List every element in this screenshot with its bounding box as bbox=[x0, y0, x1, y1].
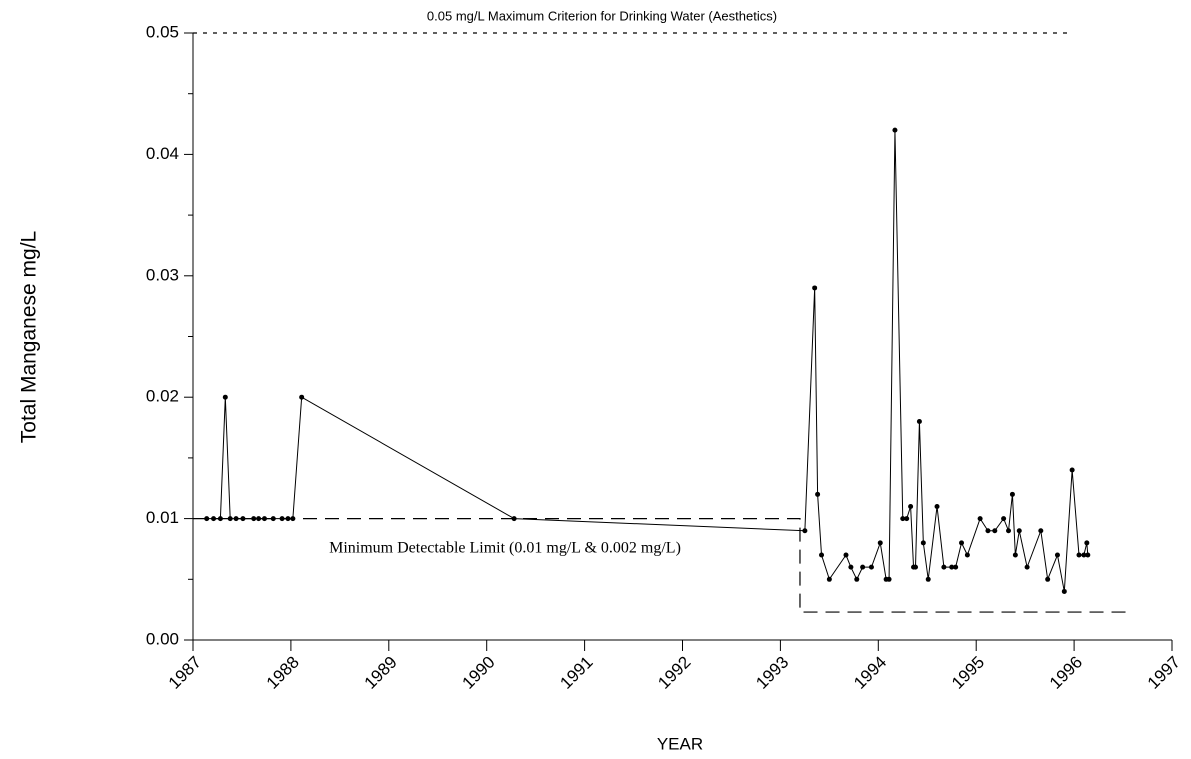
data-point bbox=[511, 516, 517, 522]
x-tick-label: 1994 bbox=[850, 653, 890, 693]
data-point bbox=[977, 516, 983, 522]
data-point bbox=[299, 394, 305, 400]
data-point bbox=[1001, 516, 1007, 522]
data-point bbox=[251, 516, 257, 522]
data-point bbox=[916, 418, 922, 424]
data-point bbox=[233, 516, 239, 522]
reference-line bbox=[193, 517, 1128, 613]
data-point bbox=[920, 540, 926, 546]
data-point bbox=[1081, 552, 1087, 558]
reference-label: 0.05 mg/L Maximum Criterion for Drinking… bbox=[427, 8, 777, 23]
data-point bbox=[886, 576, 892, 582]
x-tick-label: 1987 bbox=[165, 653, 205, 693]
x-tick-label: 1996 bbox=[1046, 653, 1086, 693]
data-point bbox=[953, 564, 959, 570]
x-tick-label: 1992 bbox=[654, 653, 694, 693]
data-point bbox=[279, 516, 285, 522]
data-point bbox=[211, 516, 217, 522]
data-point bbox=[925, 576, 931, 582]
data-point bbox=[877, 540, 883, 546]
data-point bbox=[848, 564, 854, 570]
data-point bbox=[908, 503, 914, 509]
x-tick-label: 1993 bbox=[752, 653, 792, 693]
data-point bbox=[949, 564, 955, 570]
data-point bbox=[285, 516, 291, 522]
y-tick-label: 0.03 bbox=[146, 265, 179, 284]
y-tick-label: 0.04 bbox=[146, 144, 179, 163]
data-point bbox=[1038, 528, 1044, 534]
y-tick-label: 0.02 bbox=[146, 387, 179, 406]
data-point bbox=[934, 503, 940, 509]
x-axis-label: YEAR bbox=[657, 734, 703, 753]
data-point bbox=[256, 516, 262, 522]
x-tick-label: 1995 bbox=[948, 653, 988, 693]
data-point bbox=[270, 516, 276, 522]
data-point bbox=[222, 394, 228, 400]
data-point bbox=[204, 516, 210, 522]
data-point bbox=[1084, 540, 1090, 546]
data-point bbox=[261, 516, 267, 522]
y-axis-label: Total Manganese mg/L bbox=[18, 231, 41, 443]
data-point bbox=[1085, 552, 1091, 558]
data-point bbox=[815, 491, 821, 497]
data-line bbox=[206, 130, 1089, 592]
data-point bbox=[959, 540, 965, 546]
data-point bbox=[892, 127, 898, 133]
data-point bbox=[1006, 528, 1012, 534]
data-point bbox=[240, 516, 246, 522]
data-point bbox=[900, 516, 906, 522]
data-point bbox=[904, 516, 910, 522]
data-point bbox=[1045, 576, 1051, 582]
x-tick-label: 1988 bbox=[263, 653, 303, 693]
y-tick-label: 0.00 bbox=[146, 629, 179, 648]
data-point bbox=[802, 528, 808, 534]
data-point bbox=[819, 552, 825, 558]
data-point bbox=[985, 528, 991, 534]
data-point bbox=[992, 528, 998, 534]
data-point bbox=[868, 564, 874, 570]
data-point bbox=[227, 516, 233, 522]
data-point bbox=[1012, 552, 1018, 558]
y-tick-label: 0.05 bbox=[146, 22, 179, 41]
x-tick-label: 1997 bbox=[1144, 653, 1184, 693]
data-point bbox=[1054, 552, 1060, 558]
x-tick-label: 1989 bbox=[361, 653, 401, 693]
data-point bbox=[826, 576, 832, 582]
y-tick-label: 0.01 bbox=[146, 508, 179, 527]
data-point bbox=[913, 564, 919, 570]
data-point bbox=[843, 552, 849, 558]
data-point bbox=[1076, 552, 1082, 558]
data-point bbox=[964, 552, 970, 558]
data-point bbox=[1061, 588, 1067, 594]
data-point bbox=[1024, 564, 1030, 570]
x-tick-label: 1991 bbox=[556, 653, 596, 693]
reference-label: Minimum Detectable Limit (0.01 mg/L & 0.… bbox=[329, 540, 681, 557]
data-point bbox=[941, 564, 947, 570]
data-point bbox=[217, 516, 223, 522]
data-point bbox=[860, 564, 866, 570]
data-point bbox=[290, 516, 296, 522]
data-point bbox=[1069, 467, 1075, 473]
data-point bbox=[1016, 528, 1022, 534]
x-tick-label: 1990 bbox=[459, 653, 499, 693]
data-point bbox=[812, 285, 818, 291]
data-point bbox=[854, 576, 860, 582]
data-point bbox=[1009, 491, 1015, 497]
